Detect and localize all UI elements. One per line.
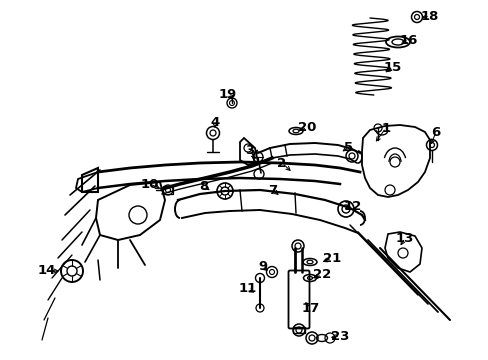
- Text: 19: 19: [219, 87, 237, 100]
- Text: 5: 5: [344, 140, 353, 153]
- Text: 12: 12: [343, 199, 362, 212]
- Text: 14: 14: [38, 265, 56, 278]
- Text: 9: 9: [258, 261, 267, 274]
- Text: 1: 1: [381, 122, 390, 135]
- Text: 17: 17: [301, 302, 320, 315]
- Text: 11: 11: [238, 283, 257, 296]
- Text: 8: 8: [199, 180, 208, 193]
- Text: 23: 23: [330, 329, 348, 342]
- Text: 15: 15: [383, 60, 401, 73]
- Text: 6: 6: [430, 126, 440, 139]
- Text: 20: 20: [297, 121, 316, 134]
- Text: 16: 16: [399, 33, 417, 46]
- Text: 13: 13: [395, 231, 413, 244]
- Text: 18: 18: [420, 9, 438, 23]
- Text: 22: 22: [312, 269, 330, 282]
- Text: 2: 2: [277, 157, 286, 170]
- Text: 3: 3: [245, 144, 254, 157]
- Text: 7: 7: [268, 184, 277, 197]
- Text: 21: 21: [322, 252, 341, 265]
- Text: 10: 10: [141, 177, 159, 190]
- Text: 4: 4: [210, 116, 219, 129]
